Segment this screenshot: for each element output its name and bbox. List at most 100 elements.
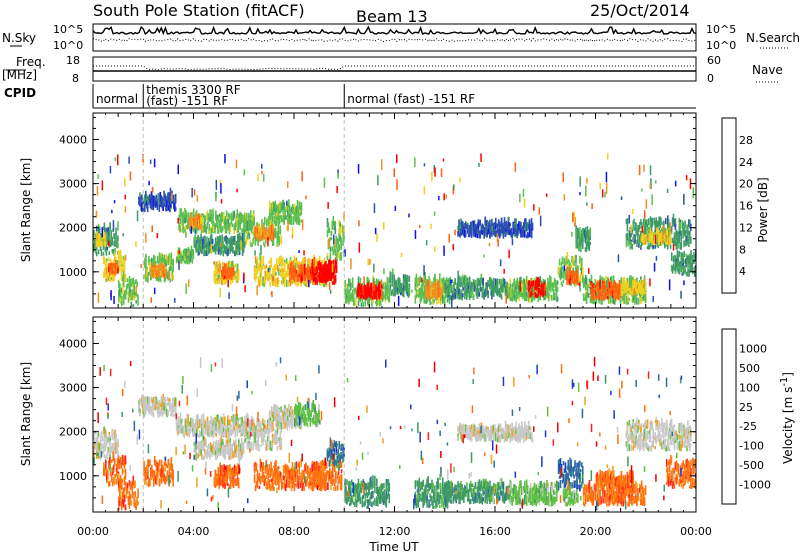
power-cell — [477, 221, 480, 229]
power-cell — [165, 195, 167, 206]
power-cell — [568, 270, 570, 279]
power-cell — [568, 279, 570, 285]
power-cell — [504, 291, 507, 296]
power-cell — [216, 278, 219, 281]
power-cell — [634, 281, 636, 288]
power-cell — [160, 252, 163, 262]
power-cell — [487, 282, 489, 286]
power-cell — [329, 260, 332, 269]
power-speckle — [337, 172, 339, 179]
power-speckle — [430, 223, 432, 230]
power-cell — [274, 220, 277, 226]
power-speckle — [457, 270, 459, 280]
power-cell — [298, 261, 301, 265]
power-cell — [640, 219, 642, 225]
power-cell — [605, 276, 607, 284]
power-cell — [152, 199, 155, 207]
power-cell — [113, 274, 116, 279]
power-cell — [488, 222, 490, 228]
power-cell — [146, 204, 149, 213]
power-cell — [208, 237, 210, 245]
power-cell — [634, 286, 636, 295]
power-speckle — [669, 222, 671, 233]
power-cell — [408, 275, 411, 282]
power-cell — [281, 266, 283, 271]
power-cell — [352, 293, 355, 298]
power-cell — [674, 258, 677, 268]
power-cell — [600, 296, 602, 301]
power-cell — [174, 193, 177, 202]
power-cell — [635, 228, 637, 234]
power-cell — [576, 273, 579, 280]
power-cell — [258, 280, 261, 287]
power-cell — [106, 246, 109, 251]
power-cell — [598, 294, 600, 304]
power-cell — [318, 256, 321, 264]
power-cell — [188, 212, 190, 220]
power-speckle — [572, 212, 574, 223]
power-cell — [479, 230, 482, 239]
power-cell — [327, 267, 330, 275]
power-cell — [655, 225, 657, 230]
power-cell — [249, 240, 252, 246]
power-cell — [200, 216, 202, 225]
power-cell — [227, 264, 229, 268]
power-speckle — [396, 154, 398, 164]
power-cell — [146, 204, 149, 208]
power-cell — [196, 240, 198, 245]
power-cell — [227, 268, 230, 275]
power-cell — [119, 249, 122, 260]
power-cell — [164, 194, 166, 201]
power-cell — [151, 195, 154, 202]
power-cell — [423, 274, 425, 284]
power-cell — [562, 271, 565, 279]
power-cell — [112, 263, 114, 273]
power-speckle — [240, 240, 242, 251]
power-cell — [248, 232, 251, 239]
power-cell — [219, 239, 222, 244]
power-cell — [272, 232, 274, 240]
power-cell — [333, 277, 335, 282]
power-cell — [489, 281, 491, 290]
power-cell — [362, 295, 365, 299]
power-cell — [367, 289, 369, 298]
power-cell — [266, 229, 268, 237]
power-speckle — [328, 282, 331, 290]
power-cell — [240, 237, 243, 242]
power-cell — [679, 222, 681, 231]
power-cell — [443, 296, 446, 305]
power-cell — [572, 258, 574, 267]
power-cell — [495, 278, 497, 286]
power-cell — [267, 232, 269, 237]
power-cell — [122, 259, 125, 268]
power-cell — [300, 202, 303, 210]
power-cell — [591, 297, 594, 304]
power-cell — [109, 275, 112, 283]
power-cell — [530, 296, 533, 303]
power-cell — [316, 258, 318, 267]
power-cell — [179, 217, 181, 225]
power-cell — [371, 293, 373, 300]
power-cell — [345, 296, 347, 304]
power-cell — [418, 277, 421, 286]
power-cell — [239, 223, 241, 231]
power-cell — [408, 285, 411, 295]
power-cell — [332, 249, 335, 256]
power-cell — [120, 292, 122, 302]
power-cell — [118, 290, 120, 295]
power-cell — [364, 286, 367, 297]
power-cell — [243, 229, 246, 235]
power-cell — [613, 301, 616, 305]
power-cell — [115, 259, 117, 269]
power-cell — [256, 233, 259, 239]
power-cell — [651, 241, 654, 249]
power-cell — [314, 278, 317, 285]
power-cell — [155, 266, 158, 273]
power-cell — [584, 247, 587, 252]
power-cell — [461, 282, 463, 285]
power-cell — [96, 227, 99, 232]
power-cell — [385, 289, 388, 296]
power-cell — [449, 295, 452, 299]
power-cell — [198, 214, 200, 223]
power-cell — [231, 271, 234, 276]
